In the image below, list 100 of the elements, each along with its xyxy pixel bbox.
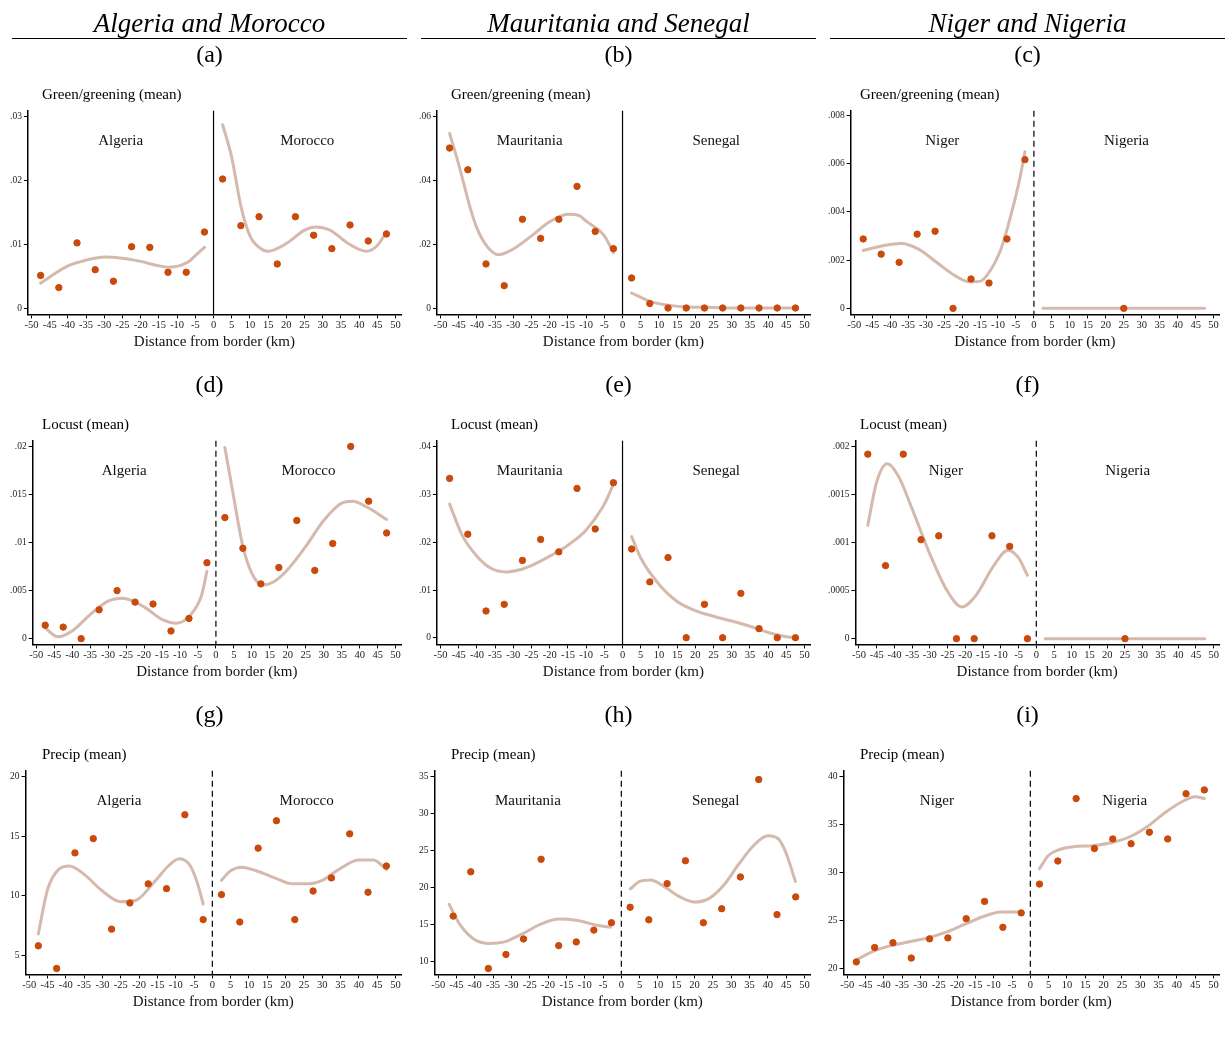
y-tick-label: 35: [828, 819, 838, 830]
y-axis-title: Precip (mean): [41, 745, 128, 763]
y-tick-label: 15: [10, 830, 20, 841]
x-tick-label: -40: [60, 319, 75, 331]
x-tick-label: 45: [781, 319, 792, 331]
x-axis-title: Distance from border (km): [542, 332, 705, 350]
x-tick-label: -15: [150, 979, 165, 991]
x-tick-label: 10: [652, 979, 664, 991]
x-tick-label: 30: [1137, 649, 1148, 661]
x-tick-label: -25: [524, 649, 539, 661]
x-tick-label: -40: [887, 649, 902, 661]
x-tick-label: 50: [1208, 319, 1219, 331]
x-tick-label: -15: [973, 319, 988, 331]
x-tick-label: 35: [335, 319, 347, 331]
annotation: Mauritania: [496, 462, 563, 479]
x-tick-label: 40: [762, 319, 774, 331]
y-tick-label: .015: [10, 489, 27, 500]
x-tick-label: 10: [1064, 319, 1076, 331]
x-tick-label: -5: [598, 979, 608, 991]
y-tick-label: .03: [419, 489, 432, 500]
x-tick-label: -30: [97, 319, 112, 331]
x-tick-label: -50: [431, 979, 446, 991]
x-tick-label: 20: [280, 979, 291, 991]
x-tick-label: -50: [29, 649, 44, 661]
x-tick-label: 35: [744, 979, 755, 991]
x-tick-label: -45: [451, 319, 466, 331]
x-tick-label: -40: [65, 649, 80, 661]
x-tick-label: -35: [905, 649, 920, 661]
x-tick-label: 50: [1208, 649, 1219, 661]
x-tick-label: 10: [653, 319, 665, 331]
x-tick-label: 20: [1098, 979, 1109, 991]
y-axis-title: Locust (mean): [859, 415, 949, 433]
x-tick-label: 0: [1031, 319, 1037, 331]
y-axis-title: Green/greening (mean): [41, 85, 183, 103]
chart-subtitle: (b): [603, 40, 634, 69]
x-tick-label: -10: [990, 319, 1005, 331]
x-tick-label: -5: [1014, 649, 1023, 661]
x-tick-label: -20: [958, 649, 973, 661]
x-tick-label: -40: [883, 319, 898, 331]
annotation: Algeria: [98, 132, 144, 149]
y-tick-label: .02: [10, 174, 23, 185]
y-tick-label: .01: [10, 238, 23, 249]
y-tick-label: 0: [21, 633, 27, 644]
x-tick-label: 50: [390, 649, 401, 661]
annotation: Niger: [919, 792, 954, 809]
x-tick-label: 25: [298, 979, 310, 991]
annotation: Senegal: [692, 462, 741, 479]
x-tick-label: 20: [689, 979, 700, 991]
x-tick-label: 0: [1027, 979, 1033, 991]
x-tick-label: 50: [799, 319, 810, 331]
x-tick-label: 5: [1049, 319, 1055, 331]
y-axis-title: Green/greening (mean): [450, 85, 592, 103]
x-tick-label: 20: [1102, 649, 1113, 661]
x-tick-label: 35: [1154, 319, 1165, 331]
x-tick-label: 25: [299, 319, 310, 331]
x-tick-label: -15: [968, 979, 983, 991]
x-tick-label: 25: [1119, 649, 1131, 661]
x-tick-label: -10: [986, 979, 1001, 991]
x-tick-label: -5: [1007, 979, 1017, 991]
y-tick-label: .004: [828, 206, 845, 217]
x-tick-label: 25: [708, 649, 719, 661]
x-tick-label: 35: [335, 979, 346, 991]
x-tick-label: -50: [851, 649, 866, 661]
x-tick-label: 40: [1172, 319, 1183, 331]
x-tick-label: 50: [390, 979, 401, 991]
annotation: Algeria: [96, 792, 142, 809]
x-tick-label: -5: [189, 979, 199, 991]
y-axis-title: Precip (mean): [450, 745, 537, 763]
x-tick-label: -15: [560, 319, 575, 331]
x-tick-label: -20: [542, 319, 557, 331]
x-tick-label: 0: [619, 649, 626, 661]
y-tick-label: .01: [419, 584, 432, 595]
x-axis-title: Distance from border (km): [133, 332, 296, 350]
x-tick-label: 35: [744, 649, 756, 661]
y-tick-label: 0: [17, 302, 23, 313]
x-tick-label: 15: [1084, 649, 1095, 661]
y-tick-label: 0: [426, 302, 432, 313]
x-tick-label: -45: [47, 649, 62, 661]
x-tick-label: -45: [869, 649, 884, 661]
x-tick-label: 30: [725, 979, 737, 991]
chart-subtitle: (c): [1013, 40, 1042, 69]
x-tick-label: 40: [354, 649, 365, 661]
y-tick-label: .0015: [828, 489, 850, 500]
x-tick-label: -25: [119, 649, 134, 661]
x-tick-label: -35: [895, 979, 910, 991]
y-tick-label: 5: [14, 949, 20, 960]
x-tick-label: -10: [170, 319, 185, 331]
x-tick-label: 20: [690, 319, 701, 331]
x-tick-label: -50: [433, 649, 448, 661]
x-tick-label: 5: [638, 319, 644, 331]
x-tick-label: -15: [976, 649, 991, 661]
y-tick-label: 10: [10, 890, 20, 901]
x-tick-label: 25: [707, 979, 719, 991]
x-tick-label: 5: [228, 979, 234, 991]
x-tick-label: -30: [922, 649, 937, 661]
x-tick-label: -5: [1011, 319, 1021, 331]
x-tick-label: 40: [1172, 649, 1184, 661]
y-tick-label: 20: [419, 881, 429, 892]
y-tick-label: .02: [14, 440, 27, 451]
y-tick-label: .002: [828, 254, 845, 265]
